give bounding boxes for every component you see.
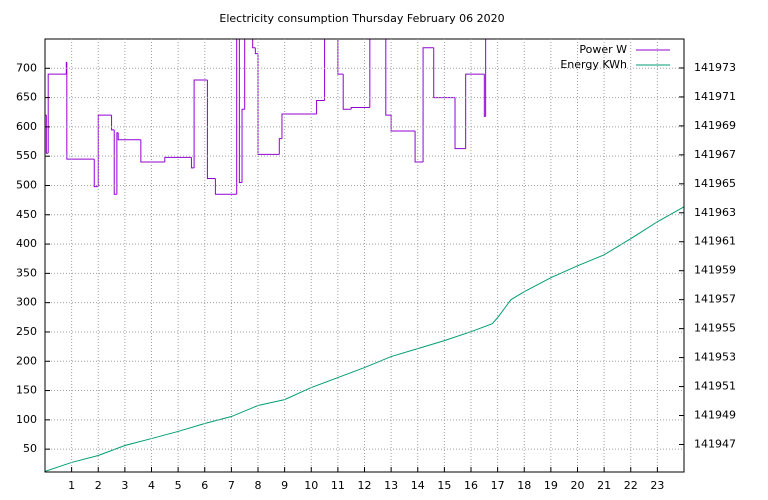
y-tick-label: 700	[16, 61, 37, 74]
y-tick-label: 50	[23, 442, 37, 455]
power-step	[252, 39, 256, 49]
x-tick-label: 8	[255, 479, 262, 492]
y-tick-label: 600	[16, 120, 37, 133]
y-tick-label: 100	[16, 413, 37, 426]
power-step	[206, 80, 216, 179]
power-step	[281, 113, 298, 139]
power-step	[238, 39, 243, 184]
y-tick-label: 450	[16, 208, 37, 221]
x-tick-label: 7	[228, 479, 235, 492]
y2-tick-label: 141949	[694, 409, 736, 422]
x-tick-label: 6	[201, 479, 208, 492]
x-tick-label: 9	[281, 479, 288, 492]
y2-tick-label: 141969	[694, 119, 736, 132]
power-step	[342, 74, 352, 110]
power-step	[244, 39, 253, 110]
x-tick-label: 20	[571, 479, 585, 492]
power-step	[385, 39, 392, 116]
x-tick-label: 13	[384, 479, 398, 492]
power-step	[193, 79, 208, 168]
x-tick-label: 12	[358, 479, 372, 492]
x-tick-label: 19	[544, 479, 558, 492]
x-tick-label: 11	[331, 479, 345, 492]
y-tick-label: 500	[16, 178, 37, 191]
y2-tick-label: 141965	[694, 177, 736, 190]
power-step	[116, 132, 119, 195]
x-tick-label: 10	[304, 479, 318, 492]
x-tick-label: 2	[95, 479, 102, 492]
power-step	[190, 157, 195, 169]
energy-line	[45, 206, 684, 472]
power-step	[66, 62, 95, 160]
power-step	[111, 115, 115, 131]
x-tick-label: 5	[175, 479, 182, 492]
x-tick-label: 3	[121, 479, 128, 492]
power-step	[369, 39, 378, 108]
x-tick-label: 14	[411, 479, 425, 492]
x-tick-label: 21	[597, 479, 611, 492]
power-step	[422, 47, 434, 163]
power-step	[465, 73, 474, 149]
y-tick-label: 550	[16, 149, 37, 162]
y-tick-label: 250	[16, 325, 37, 338]
power-step	[241, 108, 245, 183]
power-step	[350, 107, 370, 110]
y2-tick-label: 141951	[694, 380, 736, 393]
power-step	[414, 130, 424, 163]
y-tick-label: 200	[16, 354, 37, 367]
power-step	[45, 115, 49, 154]
legend-label: Energy KWh	[560, 58, 627, 71]
power-step	[164, 156, 192, 163]
x-tick-label: 1	[68, 479, 75, 492]
y-tick-label: 300	[16, 296, 37, 309]
y2-tick-label: 141955	[694, 322, 736, 335]
power-step	[324, 39, 338, 101]
y2-tick-label: 141957	[694, 293, 736, 306]
x-tick-label: 18	[517, 479, 531, 492]
x-tick-label: 4	[148, 479, 155, 492]
power-step	[278, 138, 282, 155]
power-step	[117, 132, 141, 141]
power-step	[140, 139, 165, 163]
y-tick-label: 350	[16, 266, 37, 279]
y-tick-label: 400	[16, 237, 37, 250]
chart-title: Electricity consumption Thursday Februar…	[219, 12, 504, 25]
x-tick-label: 17	[491, 479, 505, 492]
y-tick-label: 650	[16, 91, 37, 104]
power-step	[113, 129, 117, 195]
y2-tick-label: 141971	[694, 90, 736, 103]
y2-tick-label: 141959	[694, 264, 736, 277]
power-step	[337, 39, 344, 75]
y2-tick-label: 141973	[694, 61, 736, 74]
x-tick-label: 22	[624, 479, 638, 492]
power-step	[214, 178, 237, 195]
y2-tick-label: 141953	[694, 351, 736, 364]
x-tick-label: 16	[464, 479, 478, 492]
y-tick-label: 150	[16, 384, 37, 397]
y2-tick-label: 141961	[694, 235, 736, 248]
x-tick-label: 23	[650, 479, 664, 492]
y2-tick-label: 141947	[694, 437, 736, 450]
power-step	[485, 39, 487, 117]
y2-tick-label: 141963	[694, 206, 736, 219]
power-step	[254, 47, 258, 55]
power-step	[236, 39, 240, 195]
legend-label: Power W	[579, 43, 627, 56]
power-step	[454, 97, 466, 150]
power-step	[93, 159, 99, 188]
power-step	[316, 100, 325, 114]
x-tick-label: 15	[437, 479, 451, 492]
y2-tick-label: 141967	[694, 148, 736, 161]
